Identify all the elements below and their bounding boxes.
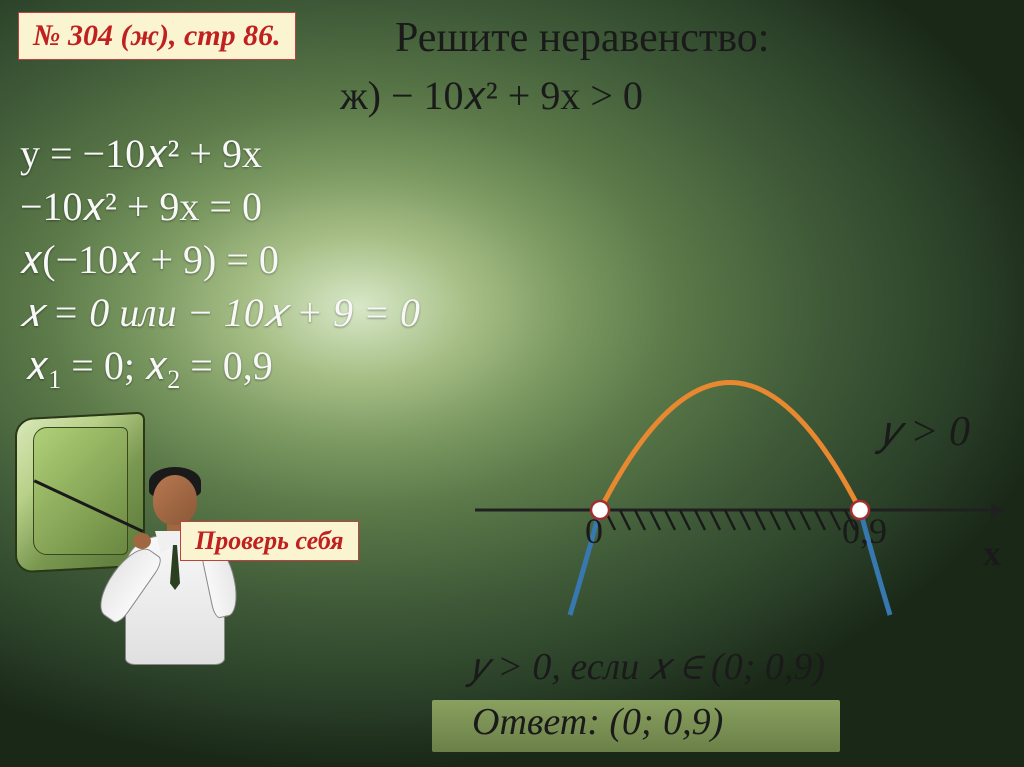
conclusion-text: 𝑦 > 0, если 𝑥 ∈ (0; 0,9) bbox=[470, 645, 825, 689]
chalkboard-inner bbox=[33, 427, 128, 555]
hatching bbox=[605, 510, 855, 530]
x1-var: 𝑥 bbox=[26, 343, 48, 388]
x-axis-arrow bbox=[991, 503, 1005, 517]
problem-reference-badge: № 304 (ж), стр 86. bbox=[18, 12, 296, 60]
teacher-head bbox=[153, 475, 197, 525]
x2-val: = 0,9 bbox=[180, 343, 273, 388]
solution-line-5: 𝑥1 = 0; 𝑥2 = 0,9 bbox=[26, 342, 273, 395]
graph-svg bbox=[475, 335, 1015, 625]
parabola-arc bbox=[600, 383, 860, 511]
solution-line-2: −10𝑥² + 9x = 0 bbox=[20, 183, 262, 230]
inequality-statement: ж) − 10𝑥² + 9x > 0 bbox=[340, 72, 643, 119]
teacher-hand bbox=[133, 533, 151, 549]
answer-text: Ответ: (0; 0,9) bbox=[472, 700, 723, 744]
axis-label-x: x bbox=[983, 532, 1001, 574]
check-yourself-badge: Проверь себя bbox=[180, 521, 359, 561]
page-title: Решите неравенство: bbox=[395, 14, 769, 62]
parabola-graph bbox=[475, 335, 1015, 625]
solution-line-4: 𝑥 = 0 или − 10𝑥 + 9 = 0 bbox=[20, 289, 420, 336]
solution-line-3: 𝑥(−10𝑥 + 9) = 0 bbox=[20, 236, 279, 283]
axis-label-zero: 0 bbox=[585, 510, 603, 552]
region-label: 𝑦 > 0 bbox=[880, 408, 970, 456]
x1-val: = 0; 𝑥 bbox=[61, 343, 167, 388]
axis-label-zero-nine: 0,9 bbox=[842, 510, 887, 552]
solution-line-1: y = −10𝑥² + 9x bbox=[20, 130, 262, 177]
